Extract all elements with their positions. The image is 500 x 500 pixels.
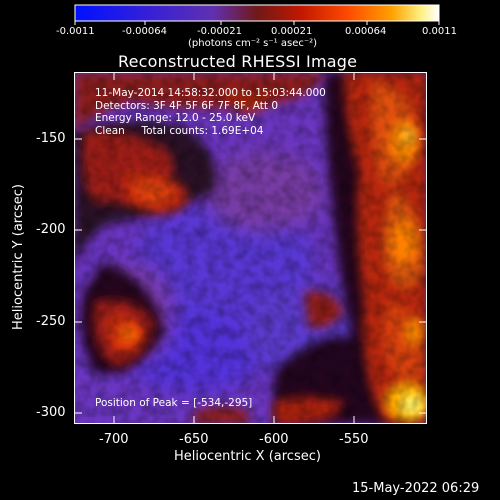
x-axis-ticks [113,72,355,424]
colorbar-frame [74,4,440,22]
colorbar-tick-label: -0.00021 [197,26,242,37]
x-tick-label: -600 [259,432,289,447]
y-tick-label: -300 [36,405,66,420]
image-metadata: 11-May-2014 14:58:32.000 to 15:03:44.000… [95,87,326,137]
plot-frame [74,72,427,424]
colorbar-tick-label: -0.0011 [56,26,95,37]
colorbar-tick-label: 0.00021 [271,26,313,37]
colorbar-tick-label: 0.00064 [345,26,387,37]
y-axis-label: Heliocentric Y (arcsec) [11,184,26,330]
x-tick-label: -650 [179,432,209,447]
y-tick-label: -250 [36,314,66,329]
time-range: 11-May-2014 14:58:32.000 to 15:03:44.000 [95,87,326,99]
x-axis-label: Heliocentric X (arcsec) [174,449,321,464]
clean-counts: Clean Total counts: 1.69E+04 [95,124,264,137]
energy-range: Energy Range: 12.0 - 25.0 keV [95,112,256,124]
colorbar-gradient [75,5,439,21]
y-tick-label: -150 [36,131,66,146]
y-tick-label: -200 [36,222,66,237]
colorbar-tick-label: -0.00064 [122,26,167,37]
colorbar [74,4,440,25]
peak-position: Position of Peak = [-534,-295] [95,397,253,409]
colorbar-tick-label: 0.0011 [422,26,457,37]
image-title: Reconstructed RHESSI Image [118,52,358,71]
detectors-info: Detectors: 3F 4F 5F 6F 7F 8F, Att 0 [95,99,279,112]
date-stamp: 15-May-2022 06:29 [352,481,480,496]
colorbar-unit-label: (photons cm⁻² s⁻¹ asec⁻²) [188,38,318,49]
x-tick-label: -700 [99,432,129,447]
x-tick-label: -550 [339,432,369,447]
rhessi-image [74,72,427,424]
y-axis-ticks [74,138,427,414]
colorbar-ticks [74,21,440,25]
